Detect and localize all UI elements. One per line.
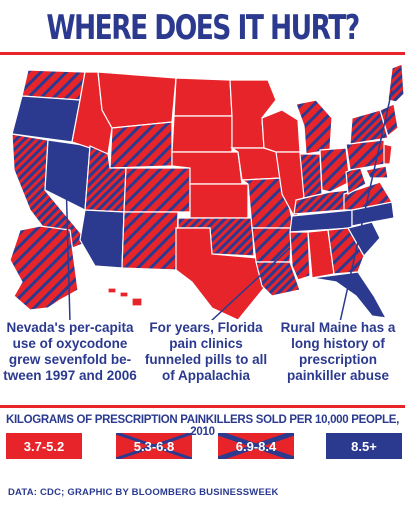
callout-florida: For years, Florida pain clinics funneled… xyxy=(144,320,268,383)
legend-divider xyxy=(0,405,405,408)
callout-nevada: Nevada's per-capita use of oxycodone gre… xyxy=(3,320,137,383)
state-georgia xyxy=(327,227,365,275)
us-state-map xyxy=(9,63,405,320)
legend-label: 6.9-8.4 xyxy=(235,438,277,454)
source-credit: DATA: CDC; GRAPHIC BY BLOOMBERG BUSINESS… xyxy=(8,487,279,498)
state-hawaii-a xyxy=(107,287,117,294)
state-new-york xyxy=(349,109,389,145)
nevada-leader-line xyxy=(65,177,71,320)
state-indiana xyxy=(299,153,323,199)
dense-hatch-swatch xyxy=(218,433,294,459)
state-louisiana xyxy=(255,261,301,297)
state-hawaii-b xyxy=(119,291,129,298)
legend-label: 5.3-6.8 xyxy=(133,438,175,454)
legend-title: KILOGRAMS OF PRESCRIPTION PAINKILLERS SO… xyxy=(6,414,399,438)
state-new-england xyxy=(379,103,399,138)
state-new-mexico xyxy=(121,211,179,271)
florida-leader-line xyxy=(211,247,291,320)
callout-maine: Rural Maine has a long history of prescr… xyxy=(280,320,396,383)
legend-item-3-7-5-2: 3.7-5.2 xyxy=(6,433,82,459)
state-new-jersey xyxy=(383,143,393,165)
legend-item-6-9-8-4: 6.9-8.4 xyxy=(218,433,294,459)
state-arkansas xyxy=(251,227,293,263)
state-maryland xyxy=(365,165,389,179)
state-alaska xyxy=(9,225,79,311)
state-colorado xyxy=(123,167,191,213)
legend-label: 3.7-5.2 xyxy=(23,438,65,454)
legend-label: 8.5+ xyxy=(351,438,377,454)
state-washington xyxy=(21,69,86,101)
state-florida xyxy=(311,271,388,319)
state-hawaii-c xyxy=(131,297,143,307)
state-ohio xyxy=(319,147,351,193)
title-divider xyxy=(0,52,405,55)
state-south-dakota xyxy=(171,115,233,153)
state-wisconsin xyxy=(261,109,301,153)
state-michigan xyxy=(295,99,333,155)
state-texas xyxy=(175,227,265,320)
sparse-hatch-swatch xyxy=(116,433,192,459)
legend-item-8-5-plus: 8.5+ xyxy=(326,433,402,459)
state-kansas xyxy=(189,183,249,219)
maine-leader-line xyxy=(339,89,393,320)
state-montana xyxy=(97,71,177,129)
state-arizona xyxy=(79,209,125,269)
state-north-dakota xyxy=(173,77,233,117)
state-mississippi xyxy=(289,231,311,281)
page-title: WHERE DOES IT HURT? xyxy=(46,8,360,48)
state-wyoming xyxy=(109,121,173,169)
legend-item-5-3-6-8: 5.3-6.8 xyxy=(116,433,192,459)
